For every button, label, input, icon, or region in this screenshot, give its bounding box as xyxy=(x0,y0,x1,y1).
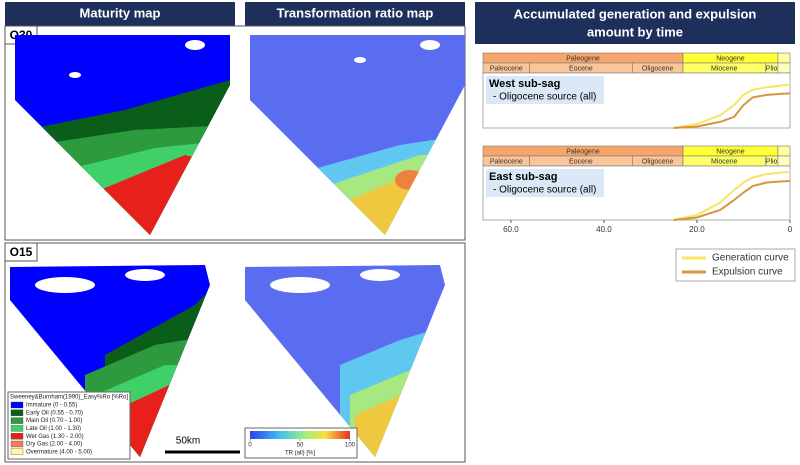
panel-tag xyxy=(4,242,38,262)
curve-legend xyxy=(675,248,796,282)
colorbar-tick-label: 100 xyxy=(345,443,356,449)
panel xyxy=(4,242,466,463)
legend-label: Expulsion curve xyxy=(712,267,783,278)
legend-title: Sweeney&Burnham(1990)_Easy%Ro [%Ro] xyxy=(10,395,128,401)
title-box xyxy=(486,76,604,104)
legend-label: Immature (0 - 0.55) xyxy=(26,403,77,409)
legend-label: Dry Gas (2.00 - 4.00) xyxy=(26,442,82,448)
timescale-label: Plio xyxy=(766,65,778,72)
legend-swatch xyxy=(10,433,24,440)
legend-label: Generation curve xyxy=(712,253,789,264)
timescale-label: Paleogene xyxy=(566,148,600,155)
header: Transformation ratio map xyxy=(277,5,434,20)
series-line xyxy=(673,180,791,221)
legend-swatch xyxy=(10,448,24,455)
legend-swatch xyxy=(10,409,24,416)
timescale-cell xyxy=(777,145,791,157)
timescale-cell xyxy=(777,62,791,74)
series-line xyxy=(673,92,791,129)
colorbar-label: TR (all) [%] xyxy=(285,451,315,457)
chart-title: West sub-sag xyxy=(489,78,560,90)
series-line xyxy=(673,83,791,129)
scale-bar-label: 50km xyxy=(176,436,200,447)
series-line xyxy=(673,171,791,221)
colorbar xyxy=(250,431,350,439)
timescale-label: Paleocene xyxy=(490,65,523,72)
x-tick-label: 60.0 xyxy=(503,225,519,234)
timescale-label: Miocene xyxy=(711,65,738,72)
legend-swatch xyxy=(10,440,24,448)
legend-label: Late Oil (1.00 - 1.30) xyxy=(26,426,81,432)
tr-map xyxy=(250,35,465,235)
title-box xyxy=(486,169,604,197)
legend-label: Main Oil (0.70 - 1.00) xyxy=(26,418,82,424)
header-bar xyxy=(5,2,235,26)
timescale-label: Eocene xyxy=(569,65,593,72)
timescale-cell xyxy=(777,155,791,167)
timescale-label: Neogene xyxy=(716,55,745,62)
x-tick-label: 40.0 xyxy=(596,225,612,234)
legend-swatch xyxy=(10,417,24,424)
timescale-label: Plio xyxy=(766,158,778,165)
panel-label: O15 xyxy=(10,245,33,259)
timescale-label: Neogene xyxy=(716,148,745,155)
legend-swatch xyxy=(10,401,24,409)
timescale-label: Oligocene xyxy=(642,158,674,165)
panel xyxy=(4,25,466,241)
x-tick-label: 0 xyxy=(788,225,793,234)
header: amount by time xyxy=(587,24,683,39)
header-bar xyxy=(245,2,465,26)
chart-title: East sub-sag xyxy=(489,171,557,183)
header: Accumulated generation and expulsion xyxy=(514,6,757,21)
colorbar-tick-label: 0 xyxy=(248,443,252,449)
timescale-label: Eocene xyxy=(569,158,593,165)
legend-label: Overmature (4.00 - 5.00) xyxy=(26,449,92,455)
legend-label: Wet Gas (1.30 - 2.00) xyxy=(26,434,84,440)
timescale-label: Paleocene xyxy=(490,158,523,165)
legend-label: Early Oil (0.55 - 0.70) xyxy=(26,410,83,416)
colorbar-tick-label: 50 xyxy=(297,443,304,449)
chart-subtitle: - Oligocene source (all) xyxy=(493,92,596,103)
timescale-cell xyxy=(777,52,791,64)
chart-subtitle: - Oligocene source (all) xyxy=(493,185,596,196)
header: Maturity map xyxy=(80,5,161,20)
header-bar xyxy=(475,2,795,44)
timescale-label: Oligocene xyxy=(642,65,674,72)
maturity-legend xyxy=(7,391,131,460)
timescale-label: Paleogene xyxy=(566,55,600,62)
legend-swatch xyxy=(10,425,24,432)
x-tick-label: 20.0 xyxy=(689,225,705,234)
maturity-map xyxy=(15,35,230,235)
timescale-label: Miocene xyxy=(711,158,738,165)
